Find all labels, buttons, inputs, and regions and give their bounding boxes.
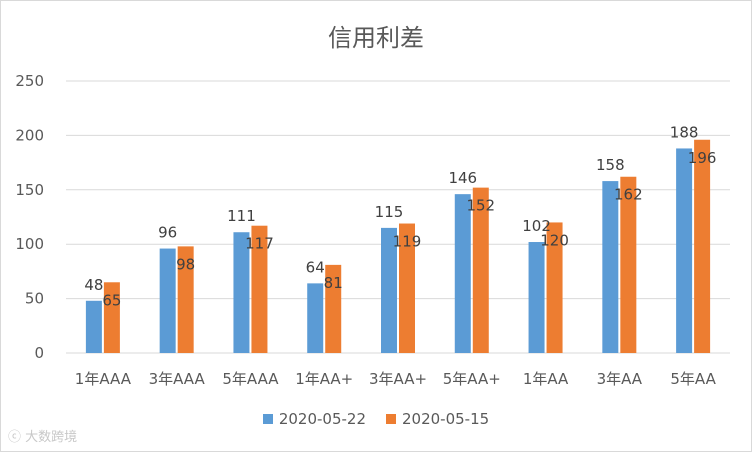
bar	[454, 194, 471, 353]
y-tick-label: 200	[15, 126, 44, 144]
data-label: 81	[324, 274, 343, 292]
legend-swatch-series-1	[262, 414, 273, 424]
data-label: 152	[466, 197, 495, 215]
bar	[528, 242, 545, 353]
x-tick-label: 3年AA	[597, 370, 643, 388]
x-tick-label: 1年AA+	[295, 370, 353, 388]
x-tick-label: 5年AAA	[222, 370, 279, 388]
x-tick-label: 3年AA+	[369, 370, 427, 388]
watermark-logo: ⓒ 大数跨境	[8, 430, 78, 445]
data-label: 64	[306, 258, 325, 276]
data-label: 111	[227, 207, 256, 225]
bar	[620, 176, 637, 353]
data-label: 102	[522, 217, 551, 235]
bar	[399, 223, 415, 353]
legend: 2020-05-22 2020-05-15	[0, 410, 752, 428]
data-label: 48	[84, 276, 103, 294]
bar	[159, 248, 176, 353]
bar	[602, 181, 619, 353]
data-label: 65	[102, 291, 121, 309]
y-tick-label: 250	[15, 72, 44, 90]
legend-swatch-series-2	[386, 414, 396, 424]
bar	[381, 227, 397, 353]
data-label: 98	[176, 255, 195, 273]
data-label: 196	[688, 149, 717, 167]
y-tick-label: 150	[15, 181, 44, 199]
bar	[676, 148, 693, 353]
data-label: 162	[614, 186, 643, 204]
legend-label-series-1: 2020-05-22	[278, 410, 366, 428]
bar	[325, 264, 342, 353]
legend-item-series-2: 2020-05-15	[386, 410, 489, 428]
bar	[307, 283, 324, 353]
data-label: 188	[670, 123, 699, 141]
y-tick-label: 50	[25, 290, 44, 308]
y-tick-label: 0	[34, 344, 44, 362]
data-label: 96	[158, 224, 177, 242]
data-label: 119	[393, 233, 422, 251]
bar	[472, 187, 489, 353]
data-label: 146	[448, 169, 477, 187]
bar	[85, 300, 102, 353]
bar	[103, 282, 120, 353]
x-tick-label: 3年AAA	[149, 370, 206, 388]
data-label: 120	[540, 231, 569, 249]
bar	[694, 139, 711, 353]
data-label: 158	[596, 156, 625, 174]
bar	[546, 222, 563, 353]
chart-title: 信用利差	[328, 24, 424, 52]
data-label: 115	[375, 203, 404, 221]
x-tick-label: 5年AA+	[443, 370, 501, 388]
bar	[177, 246, 194, 353]
data-label: 117	[245, 235, 274, 253]
x-tick-label: 1年AAA	[75, 370, 132, 388]
legend-label-series-2: 2020-05-15	[402, 410, 490, 428]
x-tick-label: 1年AA	[523, 370, 569, 388]
legend-item-series-1: 2020-05-22	[262, 410, 366, 428]
y-tick-label: 100	[15, 235, 44, 253]
bar	[251, 225, 268, 353]
bar	[233, 232, 250, 353]
watermark-text: 大数跨境	[25, 430, 78, 445]
x-tick-label: 5年AA	[670, 370, 716, 388]
